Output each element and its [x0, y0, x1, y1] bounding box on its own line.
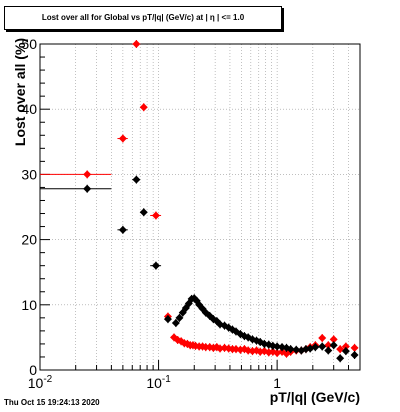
data-marker	[329, 335, 338, 344]
data-marker	[292, 345, 301, 354]
data-marker	[336, 354, 345, 363]
data-points	[40, 40, 359, 363]
data-marker	[175, 313, 184, 322]
chart-title: Lost over all for Global vs pT/|q| (GeV/…	[4, 6, 282, 30]
y-tick-label: 0	[29, 362, 37, 378]
data-marker	[286, 345, 295, 354]
data-marker	[324, 346, 333, 355]
data-marker	[118, 225, 127, 234]
y-tick-label: 30	[21, 166, 37, 182]
data-marker	[311, 343, 320, 352]
data-marker	[163, 315, 172, 324]
axes-frame	[39, 43, 361, 371]
y-tick-label: 10	[21, 297, 37, 313]
data-marker	[318, 342, 327, 351]
data-marker	[132, 175, 141, 184]
data-marker	[151, 211, 160, 220]
y-axis-label: Lost over all (%)	[12, 37, 28, 147]
data-marker	[139, 208, 148, 217]
data-marker	[118, 134, 127, 143]
data-marker	[83, 184, 92, 193]
data-marker	[350, 343, 359, 352]
data-marker	[171, 319, 180, 328]
data-marker	[350, 351, 359, 360]
y-tick-label: 20	[21, 232, 37, 248]
data-marker	[324, 341, 333, 350]
data-marker	[151, 261, 160, 270]
y-tick-label: 50	[21, 36, 37, 52]
x-axis-label: pT/|q| (GeV/c)	[269, 389, 360, 405]
grid-lines	[39, 44, 361, 370]
axes-box	[39, 43, 361, 371]
data-marker	[83, 170, 92, 179]
y-tick-label: 40	[21, 101, 37, 117]
x-tick-label: 1	[273, 375, 281, 391]
timestamp: Thu Oct 15 19:24:13 2020	[4, 398, 100, 407]
data-marker	[273, 342, 282, 351]
x-tick-label: 10-2	[28, 374, 53, 391]
x-tick-label: 10-1	[146, 374, 171, 391]
data-marker	[329, 341, 338, 350]
data-marker	[341, 342, 350, 351]
data-marker	[341, 347, 350, 356]
data-marker	[132, 40, 141, 48]
data-marker	[139, 103, 148, 112]
data-marker	[318, 334, 327, 343]
